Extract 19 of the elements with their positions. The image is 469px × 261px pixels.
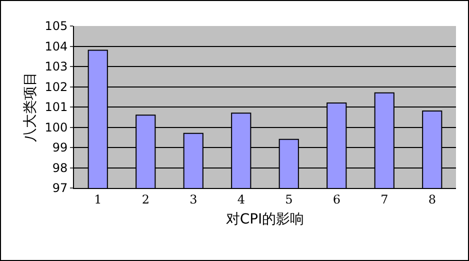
x-tick-label: 8 <box>428 192 436 206</box>
y-tick-label: 101 <box>44 100 68 114</box>
x-tick-label: 1 <box>94 192 102 206</box>
y-tick-label: 100 <box>44 120 68 134</box>
x-axis-title: 对CPI的影响 <box>226 212 304 228</box>
y-tick-label: 102 <box>44 80 68 94</box>
x-tick-label: 6 <box>332 192 340 206</box>
y-tick-label: 97 <box>52 181 68 196</box>
y-tick-label: 98 <box>52 160 68 175</box>
y-tick-label: 105 <box>44 19 68 34</box>
y-tick-label: 103 <box>44 60 68 74</box>
x-tick-label: 3 <box>190 192 198 206</box>
x-tick-label: 7 <box>380 192 388 206</box>
x-tick-label: 4 <box>237 192 246 206</box>
x-tick-label: 2 <box>142 192 150 206</box>
y-axis-title: 八大类项目 <box>22 72 38 142</box>
x-tick-label: 5 <box>285 192 293 206</box>
y-tick-label: 104 <box>44 39 68 54</box>
y-tick-label: 99 <box>52 140 68 155</box>
